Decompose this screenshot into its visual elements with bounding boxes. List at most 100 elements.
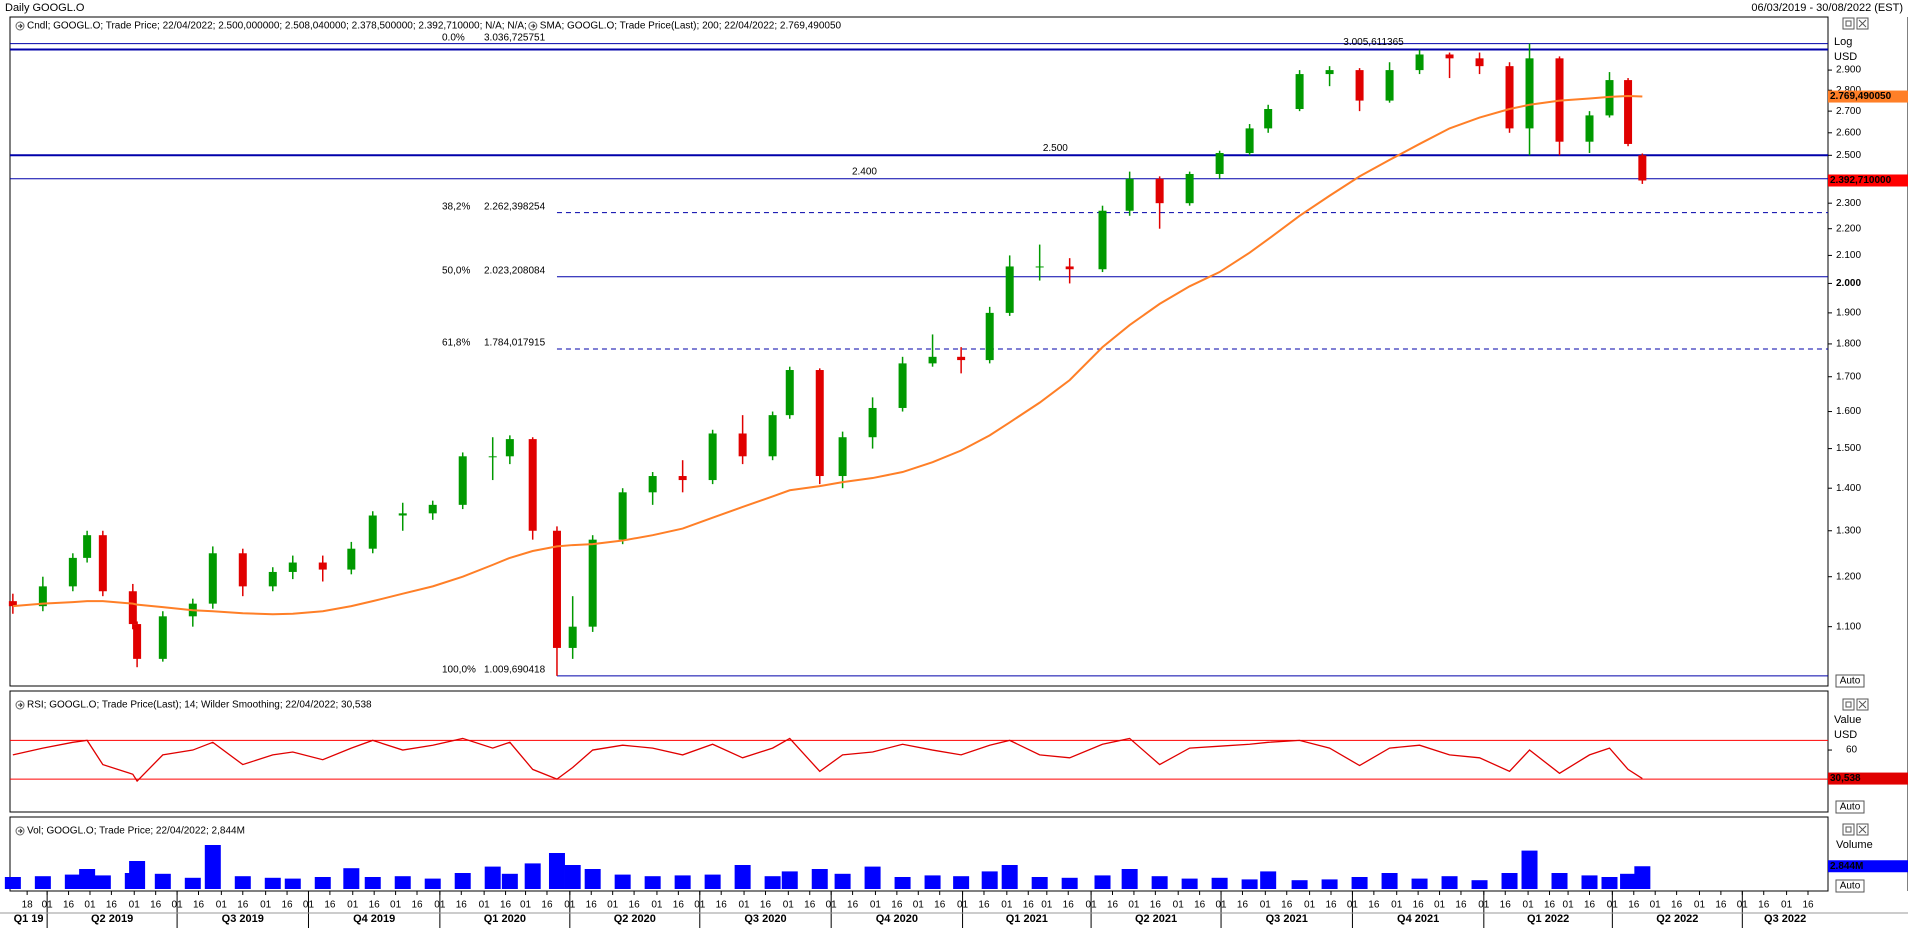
x-tick-label: 16 — [500, 900, 512, 911]
x-tick-label: 01 — [1391, 900, 1403, 911]
y-tick-label: 1.900 — [1836, 308, 1861, 319]
x-tick-label: 01 — [1304, 900, 1316, 911]
x-tick-label: 16 — [1758, 900, 1770, 911]
x-tick-label: 16 — [847, 900, 859, 911]
candle-body — [568, 626, 577, 648]
candle-body — [868, 407, 877, 438]
value-tag-label: 30,538 — [1830, 773, 1861, 784]
maximize-button[interactable] — [1842, 698, 1855, 711]
horizontal-line-label: 2.500 — [1043, 143, 1068, 154]
quarter-label: Q1 2022 — [1527, 913, 1569, 925]
candle-body — [1355, 70, 1364, 101]
maximize-icon — [1845, 20, 1852, 27]
candle-body — [158, 616, 167, 659]
volume-bar — [1241, 879, 1258, 889]
candle-body — [368, 515, 377, 549]
x-tick-label: 16 — [1455, 900, 1467, 911]
candle-body — [815, 370, 824, 477]
price-panel — [9, 16, 1829, 687]
x-tick-label: 01 — [1523, 900, 1535, 911]
volume-bar — [234, 876, 251, 889]
legend-entry: Vol; GOOGL.O; Trade Price; 22/04/2022; 2… — [27, 826, 245, 837]
auto-button[interactable] — [1835, 800, 1865, 814]
y-tick-label: 1.600 — [1836, 406, 1861, 417]
x-tick-label: 16 — [1023, 900, 1035, 911]
candle-body — [1035, 266, 1044, 268]
volume-bar — [1121, 869, 1138, 889]
legend-entry: Cndl; GOOGL.O; Trade Price; 22/04/2022; … — [27, 21, 527, 32]
fib-pct: 0.0% — [442, 32, 465, 43]
candle-body — [785, 370, 794, 416]
x-tick-label: 16 — [324, 900, 336, 911]
auto-label: Auto — [1840, 802, 1861, 813]
x-tick-label: 01 — [1694, 900, 1706, 911]
maximize-button[interactable] — [1842, 823, 1855, 836]
candle-body — [1525, 58, 1534, 129]
volume-bar — [1094, 875, 1111, 889]
x-tick-label: 16 — [934, 900, 946, 911]
x-tick-label: 16 — [1715, 900, 1727, 911]
volume-bar — [781, 871, 798, 889]
y-tick-label: 1.400 — [1836, 483, 1861, 494]
volume-bar — [1634, 866, 1651, 889]
candle-body — [1475, 58, 1484, 67]
panel-buttons — [1842, 17, 1869, 836]
volume-bar — [484, 866, 501, 889]
x-tick-label: 01 — [607, 900, 619, 911]
volume-bar — [1181, 878, 1198, 889]
candle-body — [678, 476, 687, 481]
x-tick-label: 18 — [22, 900, 34, 911]
volume-bar — [454, 873, 471, 889]
x-tick-label: 16 — [150, 900, 162, 911]
y-tick-label: 2.300 — [1836, 198, 1861, 209]
fib-value: 2.262,398254 — [484, 201, 546, 212]
y-tick-label: 1.700 — [1836, 371, 1861, 382]
x-tick-label: 01 — [347, 900, 359, 911]
x-tick-label: 01 — [913, 900, 925, 911]
auto-button[interactable] — [1835, 674, 1865, 688]
volume-bar — [64, 874, 81, 889]
x-tick-label: 01 — [1781, 900, 1793, 911]
volume-bar — [1151, 876, 1168, 889]
fib-pct: 38,2% — [442, 201, 470, 212]
x-tick-label: 01 — [783, 900, 795, 911]
candle-body — [208, 553, 217, 604]
quarter-label: Q3 2022 — [1764, 913, 1806, 925]
candle-body — [528, 439, 537, 531]
volume-bar — [1521, 850, 1538, 889]
x-tick-label: 16 — [1671, 900, 1683, 911]
quarter-label: Q3 2019 — [222, 913, 264, 925]
candle-body — [488, 456, 497, 458]
axis-label: USD — [1834, 729, 1857, 741]
x-tick-label: 16 — [411, 900, 423, 911]
x-tick-label: 16 — [1281, 900, 1293, 911]
x-tick-label: 01 — [260, 900, 272, 911]
volume-bar — [1351, 877, 1368, 889]
volume-panel — [9, 816, 1829, 892]
volume-bar — [79, 869, 96, 889]
value-tag — [1828, 860, 1908, 873]
volume-bar — [1581, 875, 1598, 889]
volume-bar — [394, 876, 411, 889]
volume-bar — [564, 865, 581, 889]
candle-body — [1185, 173, 1194, 204]
y-tick-label: 1.800 — [1836, 339, 1861, 350]
candle-body — [898, 363, 907, 408]
y-tick-label: 2.000 — [1836, 278, 1861, 289]
volume-bar — [704, 874, 721, 889]
volume-bar — [1471, 880, 1488, 889]
volume-bar — [424, 878, 441, 889]
volume-bar — [1620, 873, 1637, 889]
maximize-button[interactable] — [1842, 17, 1855, 30]
volume-bar — [284, 878, 301, 889]
x-tick-label: 16 — [716, 900, 728, 911]
auto-button[interactable] — [1835, 879, 1865, 893]
price-tag-label: 2.769,490050 — [1830, 91, 1892, 102]
fib-value: 2.023,208084 — [484, 265, 546, 276]
volume-bar — [953, 876, 970, 889]
x-tick-label: 16 — [1628, 900, 1640, 911]
y-tick-label: 2.600 — [1836, 127, 1861, 138]
candle-body — [1005, 266, 1014, 313]
candle-body — [738, 433, 747, 457]
